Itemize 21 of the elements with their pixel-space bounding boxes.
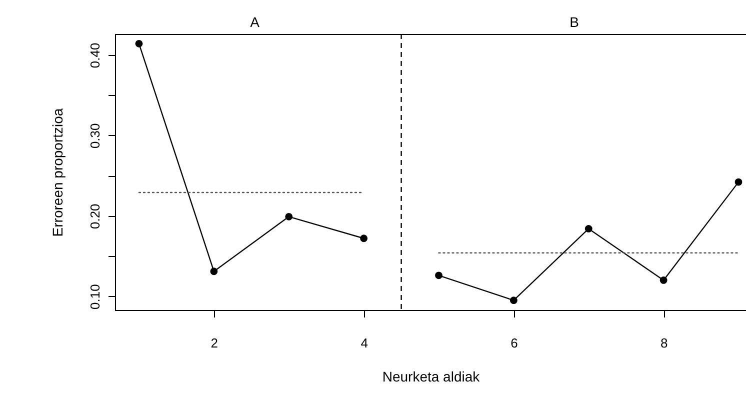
x-tick-label: 2 bbox=[210, 336, 218, 350]
text: A bbox=[250, 14, 260, 30]
point bbox=[285, 212, 293, 220]
point bbox=[360, 234, 368, 242]
x-tick-label: 8 bbox=[660, 336, 668, 350]
y-tick-label: 0.10 bbox=[88, 284, 102, 310]
y-tick-label: 0.30 bbox=[88, 123, 102, 149]
point bbox=[734, 178, 742, 186]
x-axis-title: Neurketa aldiak bbox=[382, 368, 481, 384]
y-tick-label: 0.20 bbox=[88, 204, 102, 230]
x-tick-label: 6 bbox=[510, 336, 518, 350]
point bbox=[584, 225, 592, 232]
point bbox=[660, 276, 668, 284]
point bbox=[435, 272, 442, 280]
point bbox=[135, 40, 143, 48]
y-axis-title: Erroreen proportzioa bbox=[50, 108, 66, 237]
y-tick-label: 0.40 bbox=[88, 42, 102, 68]
text: B bbox=[570, 14, 579, 30]
point bbox=[210, 268, 218, 276]
point bbox=[510, 296, 518, 304]
x-tick-label: 4 bbox=[360, 336, 368, 350]
